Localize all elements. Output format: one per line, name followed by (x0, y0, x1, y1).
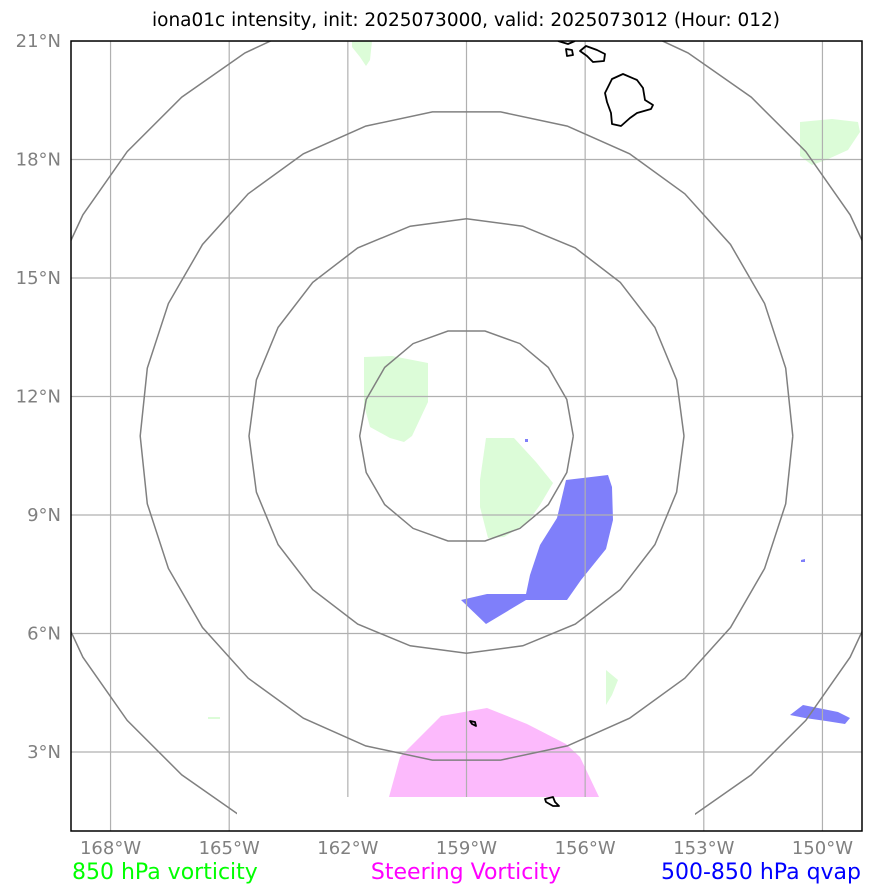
qvap-patch (801, 559, 805, 562)
longitude-labels: 168°W 165°W 162°W 159°W 156°W 153°W 150°W (80, 838, 853, 859)
latitude-tick-label: 18°N (16, 150, 61, 171)
distance-ring (358, 330, 575, 542)
latitude-tick-label: 12°N (16, 387, 61, 408)
longitude-tick-label: 150°W (792, 838, 853, 859)
big-island-coastline (604, 73, 654, 127)
vort850-patch (364, 356, 428, 442)
legend-850hpa-vorticity: 850 hPa vorticity (72, 860, 258, 885)
vort850-layer (208, 41, 860, 719)
kahoolawe-coastline (565, 48, 574, 57)
coastlines (469, 41, 654, 807)
legend: 850 hPa vorticity Steering Vorticity 500… (72, 860, 861, 885)
longitude-tick-label: 156°W (555, 838, 616, 859)
longitude-tick-label: 165°W (199, 838, 260, 859)
molokai-coastline (557, 41, 576, 45)
distance-ring (248, 218, 685, 655)
map-title: iona01c intensity, init: 2025073000, val… (152, 10, 780, 31)
latitude-tick-label: 9°N (27, 505, 61, 526)
distance-rings (71, 41, 862, 831)
latitude-tick-label: 3°N (27, 742, 61, 763)
legend-qvap: 500-850 hPa qvap (661, 860, 861, 885)
vort850-patch (480, 438, 553, 538)
vort850-patch (800, 119, 860, 165)
qvap-patch (525, 439, 528, 442)
islet-coastline (469, 720, 477, 727)
vort850-patch (352, 41, 372, 66)
latitude-tick-label: 21°N (16, 31, 61, 52)
map-area (71, 41, 862, 831)
qvap-layer (461, 439, 850, 724)
longitude-tick-label: 162°W (317, 838, 378, 859)
longitude-tick-label: 153°W (673, 838, 734, 859)
latitude-tick-label: 6°N (27, 624, 61, 645)
qvap-patch (461, 475, 613, 624)
gridlines (71, 41, 862, 831)
islet-coastline (544, 796, 560, 807)
map-frame (70, 40, 863, 832)
longitude-tick-label: 159°W (436, 838, 497, 859)
ring-gap-mask (237, 797, 695, 831)
latitude-labels: 21°N 18°N 15°N 12°N 9°N 6°N 3°N (16, 31, 61, 763)
qvap-patch (790, 705, 850, 724)
vort850-patch (606, 670, 618, 705)
legend-steering-vorticity: Steering Vorticity (371, 860, 561, 885)
longitude-tick-label: 168°W (80, 838, 141, 859)
maui-coastline (579, 45, 606, 63)
vort850-patch (208, 717, 220, 719)
latitude-tick-label: 15°N (16, 268, 61, 289)
distance-ring (139, 111, 794, 761)
